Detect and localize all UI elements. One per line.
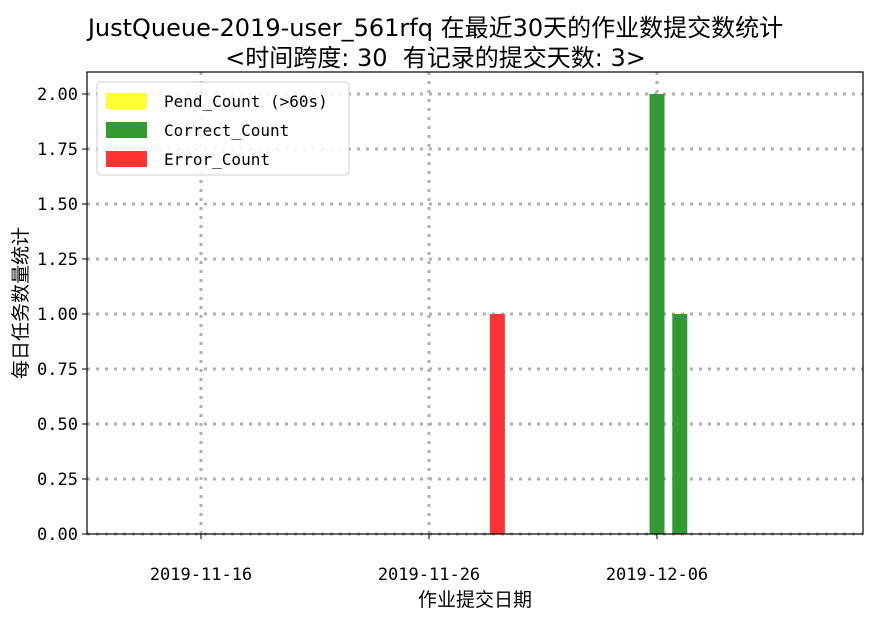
x-axis: 2019-11-16 2019-11-26 2019-12-06 [150,534,708,585]
y-tick-label: 0.75 [37,360,78,380]
plot-frame [86,71,864,535]
legend-swatch [106,93,147,109]
chart-subtitle: <时间跨度: 30 有记录的提交天数: 3> [225,44,646,72]
y-tick-label: 0.00 [37,525,78,545]
bar-error-count [489,314,505,534]
y-tick-label: 2.00 [37,85,78,105]
legend-label: Error_Count [164,150,270,169]
y-tick-label: 0.25 [37,470,78,490]
x-axis-label: 作业提交日期 [418,589,532,611]
legend-label: Correct_Count [164,121,289,140]
x-tick-label: 2019-11-26 [378,565,480,585]
x-tick-label: 2019-11-16 [150,565,252,585]
y-tick-label: 0.50 [37,415,78,435]
legend-swatch [106,151,147,167]
bar-correct-count [672,314,688,534]
bars-layer [489,94,688,534]
y-axis-label: 每日任务数量统计 [10,227,32,379]
legend-swatch [106,122,147,138]
x-tick-label: 2019-12-06 [606,565,708,585]
y-tick-label: 1.75 [37,140,78,160]
bar-correct-count [649,94,665,534]
y-tick-label: 1.25 [37,250,78,270]
legend-label: Pend_Count (>60s) [164,92,328,111]
y-axis: 0.00 0.25 0.50 0.75 1.00 1.25 1.50 1.75 2.00 [37,85,87,545]
legend-box [96,81,350,176]
legend: Pend_Count (>60s) Correct_Count Error_Coun… [96,81,350,176]
y-tick-label: 1.50 [37,195,78,215]
y-tick-label: 1.00 [37,305,78,325]
chart-title: JustQueue-2019-user_561rfq 在最近30天的作业数提交数… [87,14,784,42]
